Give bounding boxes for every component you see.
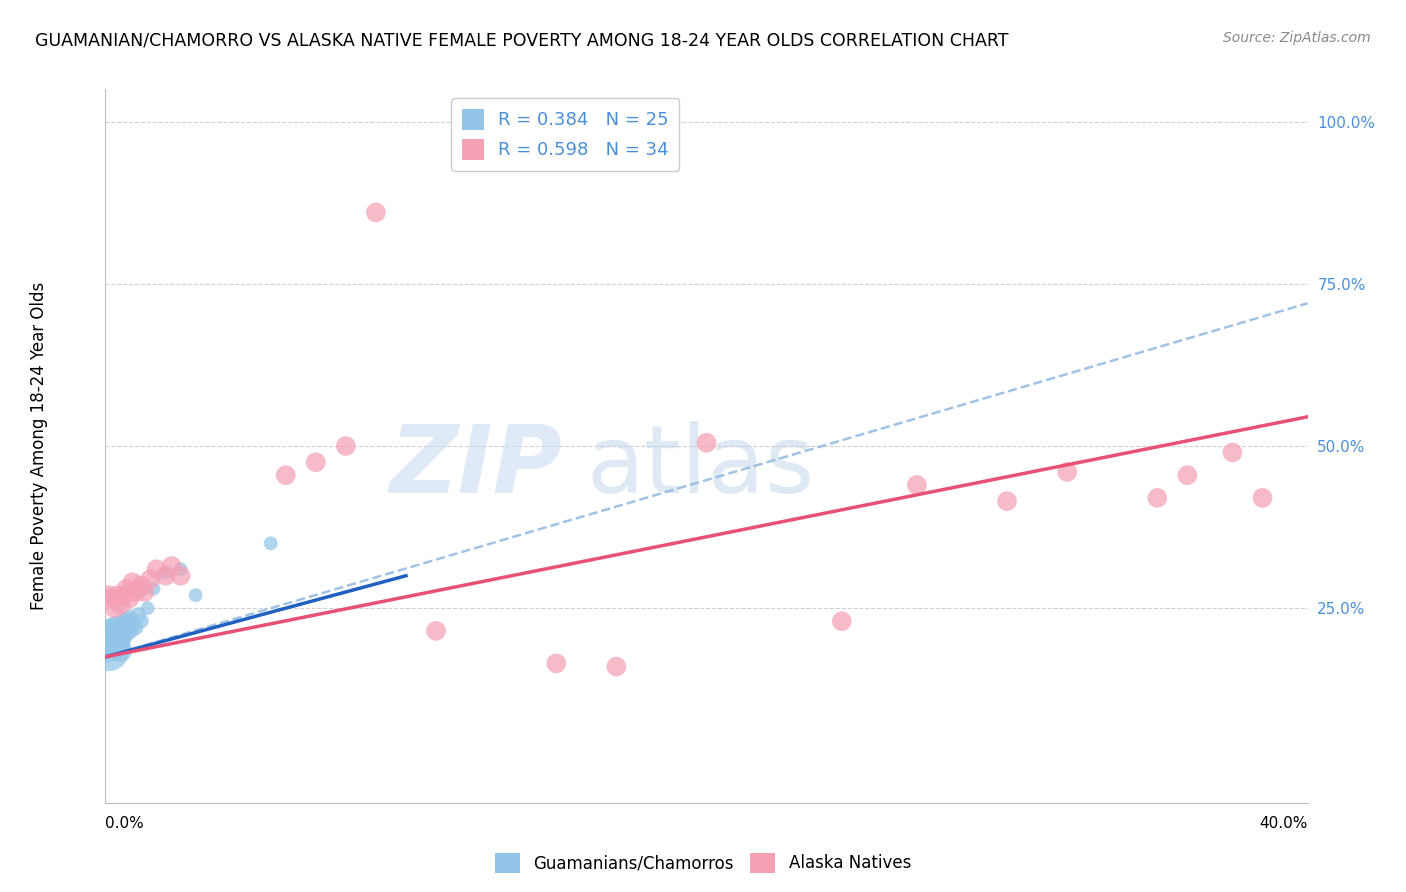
Point bbox=[97, 588, 120, 602]
Point bbox=[124, 585, 146, 599]
Point bbox=[1175, 468, 1198, 483]
Point bbox=[112, 617, 135, 632]
Point bbox=[103, 637, 125, 651]
Point bbox=[100, 633, 122, 648]
Point bbox=[696, 435, 718, 450]
Point bbox=[107, 588, 129, 602]
Point bbox=[103, 601, 125, 615]
Text: Female Poverty Among 18-24 Year Olds: Female Poverty Among 18-24 Year Olds bbox=[31, 282, 48, 610]
Point bbox=[131, 578, 153, 592]
Text: atlas: atlas bbox=[586, 421, 814, 514]
Point bbox=[1146, 491, 1168, 505]
Point bbox=[100, 591, 122, 606]
Point bbox=[121, 575, 143, 590]
Point bbox=[110, 624, 132, 638]
Text: ZIP: ZIP bbox=[389, 421, 562, 514]
Point bbox=[110, 598, 132, 612]
Point bbox=[305, 455, 328, 469]
Point bbox=[128, 582, 150, 596]
Point bbox=[1251, 491, 1274, 505]
Point bbox=[1222, 445, 1244, 459]
Point bbox=[139, 572, 162, 586]
Point bbox=[128, 607, 150, 622]
Point bbox=[103, 624, 125, 638]
Text: 0.0%: 0.0% bbox=[105, 816, 145, 831]
Point bbox=[155, 566, 177, 580]
Text: GUAMANIAN/CHAMORRO VS ALASKA NATIVE FEMALE POVERTY AMONG 18-24 YEAR OLDS CORRELA: GUAMANIAN/CHAMORRO VS ALASKA NATIVE FEMA… bbox=[35, 31, 1008, 49]
Point bbox=[97, 637, 120, 651]
Point bbox=[118, 591, 141, 606]
Point bbox=[274, 468, 297, 483]
Point bbox=[112, 627, 135, 641]
Point bbox=[605, 659, 627, 673]
Point bbox=[155, 568, 177, 582]
Point bbox=[831, 614, 853, 628]
Point bbox=[905, 478, 928, 492]
Text: Source: ZipAtlas.com: Source: ZipAtlas.com bbox=[1223, 31, 1371, 45]
Legend: Guamanians/Chamorros, Alaska Natives: Guamanians/Chamorros, Alaska Natives bbox=[488, 847, 918, 880]
Point bbox=[124, 621, 146, 635]
Point bbox=[364, 205, 387, 219]
Point bbox=[1056, 465, 1078, 479]
Point bbox=[107, 621, 129, 635]
Point bbox=[136, 601, 159, 615]
Point bbox=[107, 633, 129, 648]
Legend: R = 0.384   N = 25, R = 0.598   N = 34: R = 0.384 N = 25, R = 0.598 N = 34 bbox=[451, 98, 679, 170]
Point bbox=[160, 559, 183, 574]
Point bbox=[260, 536, 283, 550]
Point bbox=[184, 588, 207, 602]
Point bbox=[131, 614, 153, 628]
Point bbox=[142, 582, 165, 596]
Point bbox=[115, 614, 138, 628]
Point bbox=[112, 588, 135, 602]
Point bbox=[335, 439, 357, 453]
Point bbox=[110, 643, 132, 657]
Point bbox=[118, 624, 141, 638]
Point bbox=[134, 585, 156, 599]
Point bbox=[145, 562, 167, 576]
Point bbox=[100, 627, 122, 641]
Point bbox=[169, 562, 191, 576]
Point bbox=[546, 657, 568, 671]
Point bbox=[97, 643, 120, 657]
Point bbox=[425, 624, 447, 638]
Point bbox=[121, 617, 143, 632]
Point bbox=[118, 611, 141, 625]
Text: 40.0%: 40.0% bbox=[1260, 816, 1308, 831]
Point bbox=[169, 568, 191, 582]
Point bbox=[995, 494, 1018, 508]
Point bbox=[115, 582, 138, 596]
